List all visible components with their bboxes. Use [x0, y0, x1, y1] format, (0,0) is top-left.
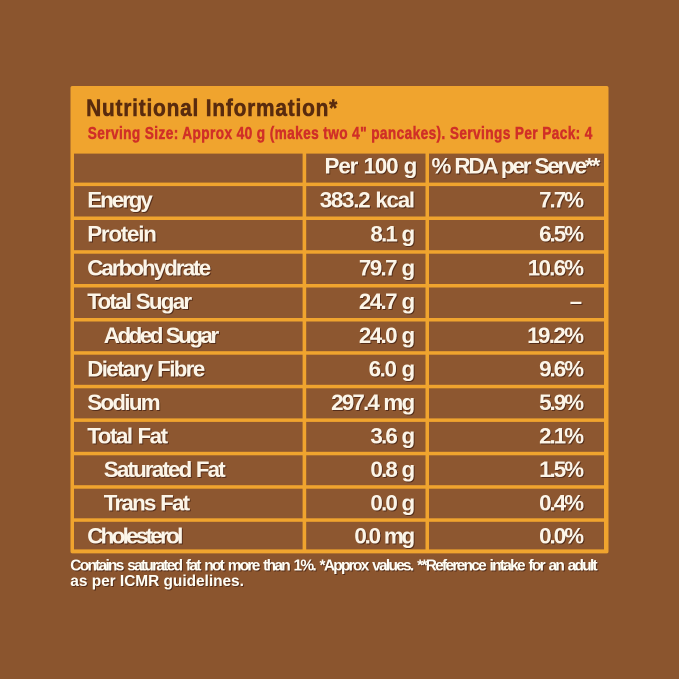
svg-text:1.5%: 1.5% — [539, 457, 585, 482]
svg-text:5.9%: 5.9% — [539, 390, 585, 415]
svg-text:10.6%: 10.6% — [528, 255, 586, 280]
svg-text:Per 100 g: Per 100 g — [325, 154, 419, 179]
svg-text:19.2%: 19.2% — [527, 323, 585, 348]
svg-text:297.4 mg: 297.4 mg — [331, 390, 416, 415]
svg-text:8.1 g: 8.1 g — [370, 222, 416, 247]
svg-text:Sodium: Sodium — [87, 390, 162, 415]
svg-text:0.0 mg: 0.0 mg — [354, 523, 416, 548]
svg-text:383.2 kcal: 383.2 kcal — [320, 188, 417, 213]
svg-text:0.0 g: 0.0 g — [370, 490, 416, 515]
svg-text:0.0%: 0.0% — [539, 523, 585, 548]
svg-text:0.4%: 0.4% — [539, 490, 585, 515]
svg-text:2.1%: 2.1% — [539, 424, 585, 449]
svg-text:6.5%: 6.5% — [539, 222, 585, 247]
svg-text:3.6 g: 3.6 g — [370, 424, 416, 449]
svg-text:Protein: Protein — [87, 222, 158, 247]
svg-text:9.6%: 9.6% — [539, 356, 585, 381]
svg-text:as per ICMR guidelines.: as per ICMR guidelines. — [70, 573, 244, 590]
svg-text:Total Sugar: Total Sugar — [87, 289, 193, 314]
svg-text:Added Sugar: Added Sugar — [104, 323, 221, 348]
svg-text:Dietary Fibre: Dietary Fibre — [87, 356, 206, 381]
svg-text:24.7 g: 24.7 g — [359, 289, 416, 314]
svg-text:Serving Size: Approx 40 g (mak: Serving Size: Approx 40 g (makes two 4" … — [88, 123, 593, 143]
svg-text:6.0 g: 6.0 g — [369, 356, 417, 381]
svg-text:Energy: Energy — [87, 188, 154, 213]
svg-text:–: – — [570, 289, 584, 314]
svg-text:Contains saturated fat not mor: Contains saturated fat not more than 1%.… — [70, 557, 597, 574]
svg-text:Nutritional Information*: Nutritional Information* — [86, 95, 338, 122]
svg-text:Cholesterol: Cholesterol — [87, 523, 184, 548]
svg-text:% RDA per Serve**: % RDA per Serve** — [432, 154, 602, 179]
svg-text:Carbohydrate: Carbohydrate — [87, 255, 212, 280]
svg-text:7.7%: 7.7% — [539, 188, 585, 213]
svg-text:24.0 g: 24.0 g — [359, 323, 416, 348]
svg-text:0.8 g: 0.8 g — [370, 457, 416, 482]
svg-text:79.7 g: 79.7 g — [359, 255, 416, 280]
svg-text:Total Fat: Total Fat — [87, 424, 169, 449]
svg-text:Trans Fat: Trans Fat — [104, 490, 192, 515]
svg-text:Saturated Fat: Saturated Fat — [104, 457, 227, 482]
